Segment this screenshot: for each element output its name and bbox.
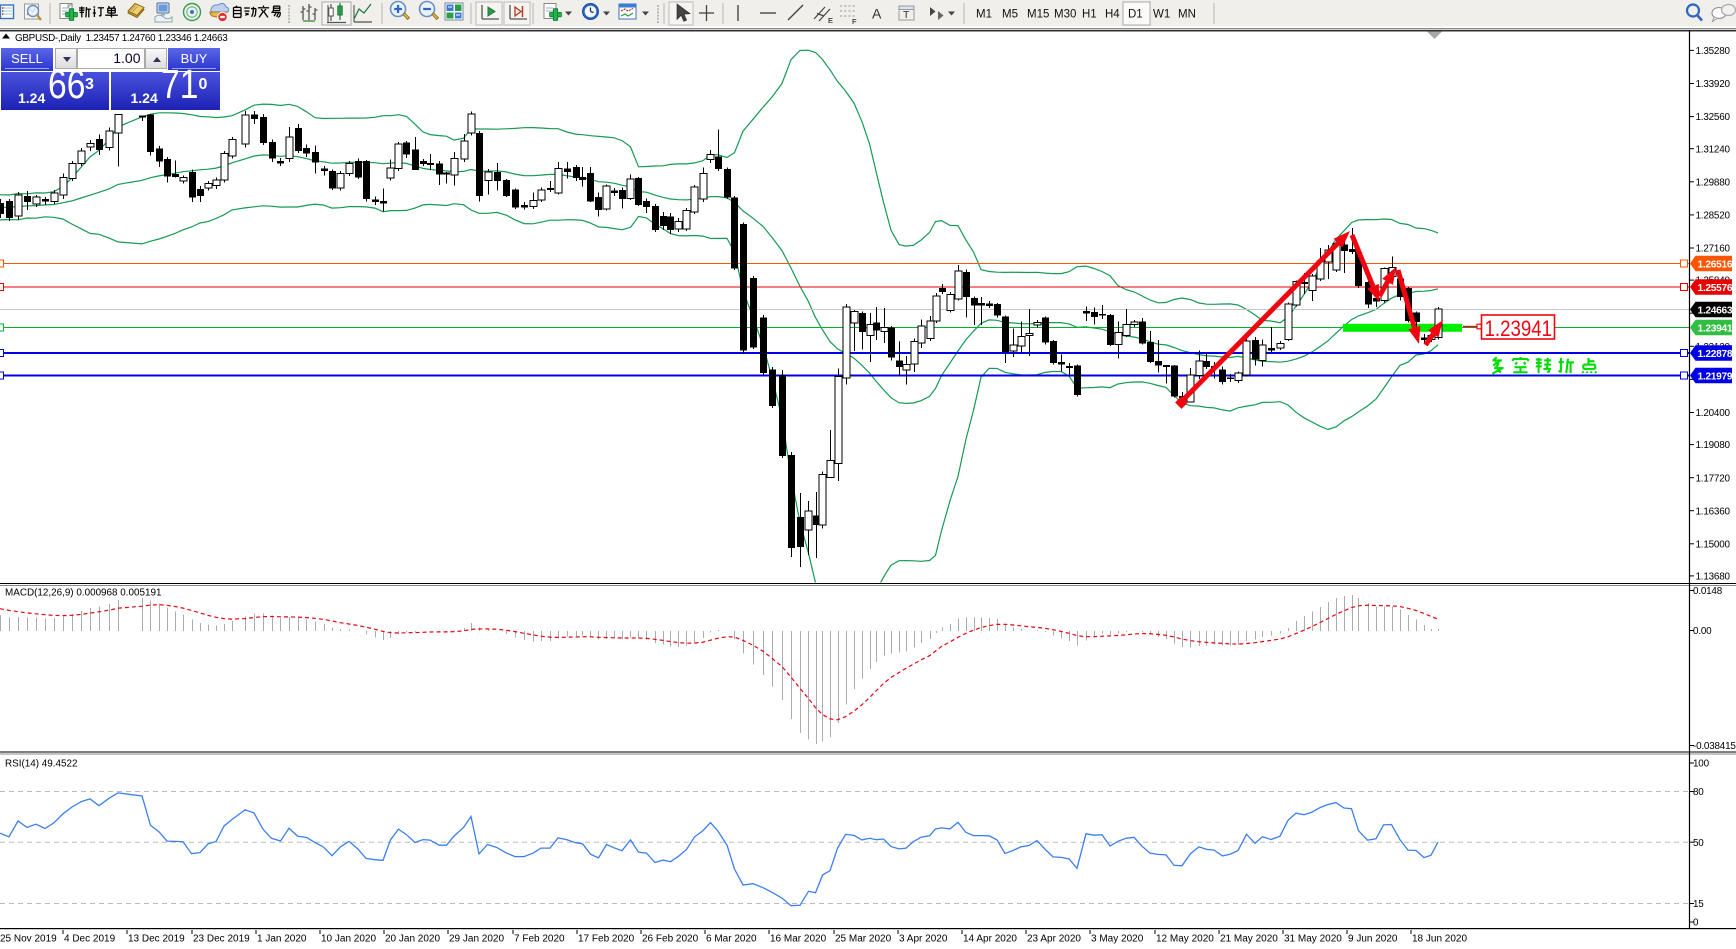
svg-text:50: 50: [1693, 838, 1704, 849]
svg-text:6 Mar 2020: 6 Mar 2020: [706, 934, 757, 945]
svg-text:F: F: [852, 17, 857, 26]
svg-text:M30: M30: [1054, 9, 1076, 21]
svg-text:1.19080: 1.19080: [1696, 440, 1731, 451]
svg-text:1 Jan 2020: 1 Jan 2020: [257, 934, 307, 945]
svg-text:1.17720: 1.17720: [1696, 473, 1731, 484]
svg-text:14 Apr 2020: 14 Apr 2020: [963, 934, 1017, 945]
svg-text:T: T: [903, 9, 910, 21]
svg-text:1.35280: 1.35280: [1696, 46, 1731, 57]
svg-text:21 May 2020: 21 May 2020: [1220, 934, 1278, 945]
svg-text:0.00: 0.00: [1693, 626, 1712, 637]
svg-text:1.23941: 1.23941: [1698, 323, 1733, 334]
svg-text:M5: M5: [1002, 9, 1018, 21]
svg-text:18 Jun 2020: 18 Jun 2020: [1412, 934, 1467, 945]
svg-text:31 May 2020: 31 May 2020: [1284, 934, 1342, 945]
svg-text:1.13680: 1.13680: [1696, 572, 1731, 583]
svg-text:1.29880: 1.29880: [1696, 177, 1731, 188]
svg-text:MN: MN: [1178, 9, 1196, 21]
svg-text:1.27160: 1.27160: [1696, 244, 1731, 255]
svg-text:1.31240: 1.31240: [1696, 144, 1731, 155]
svg-text:10 Jan 2020: 10 Jan 2020: [321, 934, 376, 945]
svg-text:1.33920: 1.33920: [1696, 79, 1731, 90]
svg-text:13 Dec 2019: 13 Dec 2019: [128, 934, 185, 945]
svg-text:7 Feb 2020: 7 Feb 2020: [514, 934, 565, 945]
svg-text:1.26516: 1.26516: [1698, 259, 1733, 270]
svg-text:M15: M15: [1027, 9, 1049, 21]
svg-text:H1: H1: [1082, 9, 1097, 21]
svg-text:0.0148: 0.0148: [1693, 586, 1723, 597]
svg-text:-0.038415: -0.038415: [1693, 741, 1736, 752]
svg-text:9 Jun 2020: 9 Jun 2020: [1348, 934, 1398, 945]
svg-text:100: 100: [1693, 759, 1710, 770]
svg-text:3 Apr 2020: 3 Apr 2020: [899, 934, 948, 945]
svg-text:1.28520: 1.28520: [1696, 211, 1731, 222]
svg-text:29 Jan 2020: 29 Jan 2020: [449, 934, 504, 945]
svg-text:D1: D1: [1128, 9, 1143, 21]
svg-text:15: 15: [1693, 899, 1704, 910]
svg-text:MACD(12,26,9) 0.000968 0.00519: MACD(12,26,9) 0.000968 0.005191: [5, 588, 162, 599]
svg-text:W1: W1: [1153, 9, 1170, 21]
svg-text:0: 0: [1693, 918, 1699, 929]
svg-text:80: 80: [1693, 787, 1704, 798]
svg-text:23 Apr 2020: 23 Apr 2020: [1027, 934, 1081, 945]
svg-text:12 May 2020: 12 May 2020: [1156, 934, 1214, 945]
svg-text:26 Feb 2020: 26 Feb 2020: [642, 934, 699, 945]
svg-text:1.24663: 1.24663: [1698, 305, 1733, 316]
svg-text:1.21979: 1.21979: [1698, 371, 1733, 382]
svg-text:H4: H4: [1105, 9, 1120, 21]
svg-text:E: E: [828, 16, 833, 25]
svg-text:1.32560: 1.32560: [1696, 112, 1731, 123]
svg-text:1.23941: 1.23941: [1485, 316, 1553, 341]
svg-text:25 Nov 2019: 25 Nov 2019: [0, 934, 57, 945]
svg-text:1.15000: 1.15000: [1696, 539, 1731, 550]
svg-text:M1: M1: [976, 9, 992, 21]
svg-text:1.22878: 1.22878: [1698, 349, 1733, 360]
svg-text:16 Mar 2020: 16 Mar 2020: [770, 934, 827, 945]
svg-text:RSI(14) 49.4522: RSI(14) 49.4522: [5, 759, 77, 770]
svg-text:A: A: [872, 6, 882, 22]
svg-text:1.16360: 1.16360: [1696, 506, 1731, 517]
svg-text:1.20400: 1.20400: [1696, 408, 1731, 419]
svg-text:17 Feb 2020: 17 Feb 2020: [578, 934, 635, 945]
svg-text:GBPUSD-,Daily 1.23457 1.24760: GBPUSD-,Daily 1.23457 1.24760 1.23346 1.…: [15, 33, 228, 44]
svg-text:1.25576: 1.25576: [1698, 283, 1733, 294]
svg-text:23 Dec 2019: 23 Dec 2019: [193, 934, 250, 945]
svg-text:20 Jan 2020: 20 Jan 2020: [385, 934, 440, 945]
svg-text:25 Mar 2020: 25 Mar 2020: [835, 934, 892, 945]
svg-text:4 Dec 2019: 4 Dec 2019: [64, 934, 116, 945]
svg-text:3 May 2020: 3 May 2020: [1091, 934, 1144, 945]
